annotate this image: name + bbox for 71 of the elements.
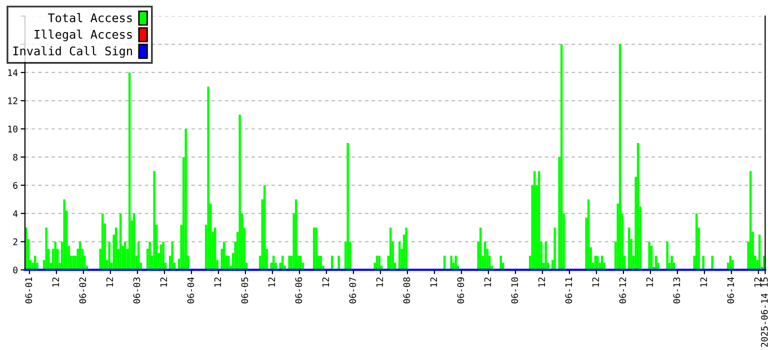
- bar: [405, 228, 408, 270]
- bar: [648, 242, 650, 270]
- bar: [54, 242, 56, 270]
- x-tick-label: 06-13: [673, 277, 680, 304]
- bar: [554, 228, 556, 270]
- bar: [63, 199, 66, 270]
- x-tick-label: 12: [700, 278, 707, 287]
- bar: [45, 228, 48, 270]
- bar: [544, 242, 547, 270]
- x-tick-label: 12: [430, 278, 437, 287]
- x-tick-label: 06-01: [25, 277, 32, 304]
- x-tick-label: 12: [376, 278, 383, 287]
- x-tick-label: 12: [646, 278, 653, 287]
- x-tick-label: 06-07: [349, 277, 356, 304]
- y-tick-label: 2: [13, 238, 18, 246]
- y-tick-label: 14: [8, 69, 18, 76]
- bar: [454, 256, 457, 270]
- bar: [500, 256, 502, 270]
- bar: [315, 228, 318, 270]
- bar: [378, 256, 380, 270]
- bar: [670, 256, 673, 270]
- bar: [148, 242, 151, 270]
- x-tick-label: 06-10: [511, 277, 518, 304]
- bar: [702, 256, 704, 270]
- x-tick-label: 06-02: [79, 278, 86, 304]
- bar: [72, 256, 74, 270]
- bar: [238, 114, 241, 270]
- bar: [153, 171, 156, 270]
- x-tick-label: 12: [106, 278, 113, 287]
- bar: [666, 242, 668, 270]
- y-tick-label: 12: [8, 97, 18, 104]
- x-tick-label: 06-12: [619, 278, 626, 304]
- x-tick-label: 12: [592, 278, 599, 287]
- bar: [729, 256, 732, 270]
- x-tick-label: 2025-06-14 15: [760, 278, 768, 347]
- x-tick-label: 06-06: [295, 277, 302, 304]
- bar: [338, 256, 340, 270]
- bar: [108, 242, 110, 270]
- y-tick-label: 0: [13, 266, 18, 274]
- bar: [320, 256, 322, 270]
- x-tick-label: 06-11: [565, 277, 572, 304]
- bar: [450, 256, 452, 270]
- x-tick-label: 12: [268, 278, 275, 287]
- x-tick-label: 12: [214, 278, 221, 287]
- x-tick-label: 12: [754, 278, 761, 287]
- bar: [184, 128, 187, 270]
- x-tick-label: 06-04: [187, 277, 194, 304]
- y-tick-label: 4: [13, 210, 18, 217]
- bar: [207, 86, 210, 270]
- legend-label: Illegal Access: [34, 30, 132, 42]
- bar: [594, 256, 596, 270]
- x-tick-label: 12: [538, 278, 545, 287]
- x-tick-label: 06-05: [241, 278, 248, 304]
- x-tick-label: 06-09: [457, 277, 464, 304]
- bar: [288, 256, 290, 270]
- y-tick-label: 8: [13, 154, 18, 161]
- bar: [162, 242, 164, 270]
- y-tick-label: 10: [8, 126, 18, 132]
- x-tick-label: 06-08: [403, 277, 410, 304]
- y-tick-label: 6: [13, 182, 18, 189]
- x-tick-label: 12: [484, 278, 491, 287]
- legend-label: Total Access: [48, 13, 132, 22]
- bar: [171, 242, 174, 270]
- x-tick-label: 12: [52, 278, 59, 287]
- legend-label: Invalid Call Sign: [13, 46, 132, 58]
- bar: [346, 142, 349, 270]
- x-tick-label: 12: [322, 278, 329, 287]
- x-tick-label: 06-03: [133, 277, 140, 304]
- x-tick-label: 12: [160, 278, 167, 287]
- bar: [711, 256, 714, 270]
- x-tick-label: 06-14: [727, 277, 734, 304]
